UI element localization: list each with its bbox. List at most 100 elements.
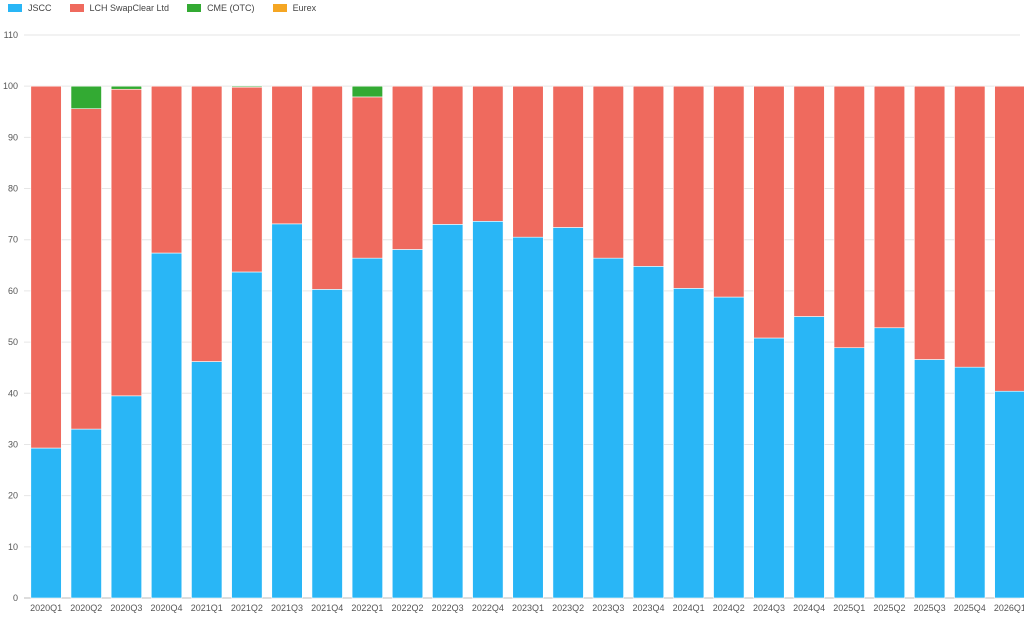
bar-segment-jscc <box>954 366 986 599</box>
bar-segment-jscc <box>673 288 705 599</box>
y-tick-label: 0 <box>13 593 18 603</box>
bar-segment-jscc <box>833 347 865 599</box>
x-tick-label: 2022Q1 <box>351 603 383 613</box>
legend-item-jscc[interactable]: JSCC <box>8 3 52 13</box>
x-tick-label: 2026Q1 <box>994 603 1024 613</box>
x-tick-label: 2023Q1 <box>512 603 544 613</box>
bar-segment-lch-swapclear-ltd <box>673 85 705 289</box>
x-tick-label: 2022Q2 <box>392 603 424 613</box>
x-tick-label: 2020Q2 <box>70 603 102 613</box>
bar-segment-jscc <box>632 266 665 599</box>
bar-segment-lch-swapclear-ltd <box>231 86 263 273</box>
chart-legend: JSCC LCH SwapClear Ltd CME (OTC) Eurex <box>8 1 316 15</box>
bar-segment-lch-swapclear-ltd <box>713 85 745 298</box>
x-tick-label: 2025Q3 <box>914 603 946 613</box>
bar-segment-lch-swapclear-ltd <box>110 88 142 397</box>
x-tick-label: 2022Q3 <box>432 603 464 613</box>
bar-segment-jscc <box>70 428 102 599</box>
x-tick-label: 2023Q2 <box>552 603 584 613</box>
x-tick-label: 2020Q4 <box>151 603 183 613</box>
bar-segment-lch-swapclear-ltd <box>552 85 584 228</box>
bar-segment-jscc <box>793 316 825 599</box>
x-tick-label: 2024Q2 <box>713 603 745 613</box>
bar-segment-lch-swapclear-ltd <box>351 96 383 259</box>
bar-segment-jscc <box>592 257 624 599</box>
legend-item-eurex[interactable]: Eurex <box>272 3 317 13</box>
bar-segment-lch-swapclear-ltd <box>632 85 665 267</box>
x-tick-label: 2024Q3 <box>753 603 785 613</box>
x-tick-label: 2025Q1 <box>833 603 865 613</box>
y-tick-label: 60 <box>8 286 18 296</box>
bar-segment-cme-otc- <box>351 85 383 98</box>
legend-swatch-jscc <box>8 4 22 12</box>
bar-segment-lch-swapclear-ltd <box>954 85 986 368</box>
y-tick-label: 10 <box>8 542 18 552</box>
bar-segment-cme-otc- <box>70 85 102 110</box>
bar-segment-jscc <box>110 395 142 599</box>
bar-segment-jscc <box>391 249 424 599</box>
y-tick-label: 20 <box>8 491 18 501</box>
x-tick-label: 2022Q4 <box>472 603 504 613</box>
x-tick-label: 2025Q2 <box>873 603 905 613</box>
bar-segment-lch-swapclear-ltd <box>432 85 464 225</box>
bar-segment-jscc <box>231 271 263 599</box>
x-tick-label: 2021Q4 <box>311 603 343 613</box>
legend-label-jscc: JSCC <box>28 3 52 13</box>
x-tick-label: 2020Q3 <box>110 603 142 613</box>
bar-segment-lch-swapclear-ltd <box>70 108 102 430</box>
legend-swatch-cme <box>187 4 202 12</box>
bar-segment-lch-swapclear-ltd <box>472 85 504 222</box>
bar-segment-jscc <box>150 252 183 599</box>
bar-segment-lch-swapclear-ltd <box>391 85 424 250</box>
bar-segment-cme-otc- <box>231 85 263 88</box>
x-tick-label: 2021Q1 <box>191 603 223 613</box>
bar-segment-lch-swapclear-ltd <box>793 85 825 317</box>
y-tick-label: 100 <box>3 81 18 91</box>
x-tick-label: 2021Q2 <box>231 603 263 613</box>
bar-segment-jscc <box>873 327 906 599</box>
legend-swatch-lch <box>69 4 84 12</box>
legend-swatch-eurex <box>272 4 287 12</box>
legend-item-cme[interactable]: CME (OTC) <box>187 3 255 13</box>
bar-segment-jscc <box>994 390 1024 599</box>
legend-item-lch[interactable]: LCH SwapClear Ltd <box>69 3 169 13</box>
x-tick-label: 2024Q1 <box>673 603 705 613</box>
bar-segment-jscc <box>30 447 62 599</box>
bar-segment-jscc <box>191 361 223 599</box>
bar-segment-lch-swapclear-ltd <box>914 85 946 360</box>
x-tick-label: 2023Q4 <box>632 603 664 613</box>
x-tick-label: 2024Q4 <box>793 603 825 613</box>
bar-segment-jscc <box>472 221 504 599</box>
y-tick-label: 50 <box>8 337 18 347</box>
bar-segment-lch-swapclear-ltd <box>512 85 544 238</box>
bar-segment-jscc <box>432 224 464 599</box>
x-tick-label: 2021Q3 <box>271 603 303 613</box>
y-tick-label: 90 <box>8 132 18 142</box>
bar-segment-jscc <box>713 296 745 599</box>
bar-segment-lch-swapclear-ltd <box>30 85 62 449</box>
y-tick-label: 30 <box>8 439 18 449</box>
bar-segment-lch-swapclear-ltd <box>150 85 183 254</box>
bar-segment-jscc <box>351 257 383 599</box>
y-tick-label: 80 <box>8 184 18 194</box>
bar-segment-lch-swapclear-ltd <box>753 85 785 339</box>
legend-label-eurex: Eurex <box>292 3 317 13</box>
bar-segment-jscc <box>311 289 343 599</box>
y-tick-label: 110 <box>4 30 18 40</box>
bar-segment-jscc <box>552 227 584 599</box>
bar-segment-lch-swapclear-ltd <box>191 85 223 362</box>
bar-segment-lch-swapclear-ltd <box>873 85 906 329</box>
x-tick-label: 2025Q4 <box>954 603 986 613</box>
bar-segment-cme-otc- <box>110 85 142 90</box>
bar-segment-lch-swapclear-ltd <box>994 85 1024 392</box>
x-tick-label: 2020Q1 <box>30 603 62 613</box>
bar-segment-lch-swapclear-ltd <box>833 85 865 349</box>
y-tick-label: 70 <box>8 235 18 245</box>
bar-segment-jscc <box>512 236 544 599</box>
bar-segment-lch-swapclear-ltd <box>271 85 303 225</box>
y-tick-label: 40 <box>8 388 18 398</box>
bar-segment-lch-swapclear-ltd <box>311 85 343 290</box>
bar-segment-jscc <box>914 359 946 599</box>
x-tick-label: 2023Q3 <box>592 603 624 613</box>
